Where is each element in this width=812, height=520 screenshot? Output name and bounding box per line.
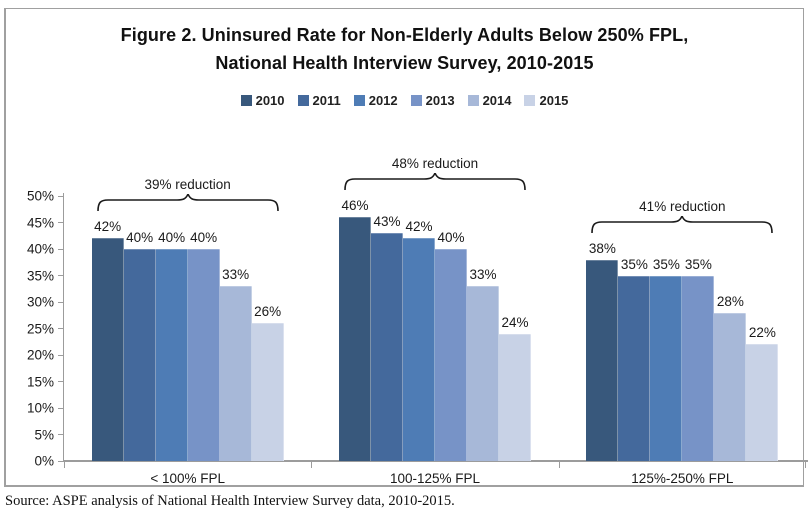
legend-swatch-2013 bbox=[410, 95, 422, 106]
y-axis-tick bbox=[58, 328, 63, 329]
bar-2011-cat2 bbox=[618, 275, 651, 461]
y-axis-tick bbox=[58, 248, 63, 250]
legend-label: 2013 bbox=[425, 93, 455, 108]
bar-2013-cat1 bbox=[435, 249, 467, 461]
chart-legend: 2010 2011 2012 2013 2014 2015 bbox=[6, 93, 803, 108]
bar-value-label: 22% bbox=[748, 325, 776, 341]
bar-2015-cat0 bbox=[251, 323, 284, 461]
reduction-label: 48% reduction bbox=[391, 156, 479, 172]
chart-title: Figure 2. Uninsured Rate for Non-Elderly… bbox=[6, 21, 803, 77]
source-note: Source: ASPE analysis of National Health… bbox=[5, 493, 455, 509]
reduction-brace bbox=[344, 173, 526, 191]
x-axis-category-label: < 100% FPL bbox=[150, 471, 225, 486]
bar-2014-cat2 bbox=[714, 312, 747, 461]
x-axis-line bbox=[63, 460, 808, 462]
bar-2010-cat2 bbox=[586, 259, 619, 461]
legend-label: 2015 bbox=[539, 93, 569, 108]
y-axis-line bbox=[63, 193, 64, 461]
bar-value-label: 35% bbox=[684, 256, 712, 272]
legend-item-2013: 2013 bbox=[410, 93, 455, 108]
bar-2014-cat0 bbox=[219, 286, 252, 461]
x-axis-category-label: 125%-250% FPL bbox=[631, 471, 734, 486]
reduction-label: 39% reduction bbox=[144, 177, 231, 193]
y-axis-tick bbox=[58, 434, 63, 435]
bar-value-label: 40% bbox=[437, 230, 465, 245]
legend-item-2011: 2011 bbox=[297, 93, 341, 108]
legend-swatch-2015 bbox=[524, 95, 536, 106]
y-axis-tick bbox=[58, 381, 63, 382]
bar-value-label: 40% bbox=[158, 230, 186, 245]
bar-value-label: 28% bbox=[716, 293, 744, 309]
legend-label: 2012 bbox=[368, 93, 398, 108]
y-axis-label: 0% bbox=[34, 453, 54, 469]
bar-2012-cat2 bbox=[650, 275, 683, 461]
y-axis-label: 20% bbox=[26, 347, 54, 363]
bar-2011-cat1 bbox=[371, 233, 403, 461]
x-axis-tick bbox=[311, 462, 313, 468]
y-axis-label: 15% bbox=[26, 374, 54, 389]
x-axis-category-label: 100-125% FPL bbox=[389, 471, 481, 486]
bar-2015-cat1 bbox=[499, 333, 531, 461]
bar-2010-cat1 bbox=[339, 217, 371, 461]
legend-label: 2014 bbox=[482, 93, 512, 108]
bar-value-label: 46% bbox=[341, 198, 369, 214]
bar-value-label: 35% bbox=[652, 256, 680, 272]
bar-value-label: 38% bbox=[588, 240, 616, 256]
y-axis-label: 30% bbox=[26, 294, 54, 310]
legend-swatch-2014 bbox=[467, 95, 479, 106]
reduction-brace bbox=[591, 215, 774, 233]
bar-value-label: 24% bbox=[501, 314, 529, 330]
legend-item-2010: 2010 bbox=[240, 93, 285, 108]
legend-label: 2010 bbox=[255, 93, 285, 108]
bar-2013-cat0 bbox=[187, 249, 220, 461]
bar-value-label: 33% bbox=[469, 267, 497, 283]
bar-value-label: 42% bbox=[94, 219, 122, 235]
reduction-brace bbox=[96, 194, 279, 212]
legend-item-2015: 2015 bbox=[524, 93, 568, 108]
bar-value-label: 33% bbox=[222, 267, 250, 283]
plot-area: 0% 5% 10% 15% 20% 25% 30% 35% 40% 45% 50% 42% 40% 40%… bbox=[27, 156, 808, 486]
bar-2012-cat0 bbox=[155, 249, 188, 461]
y-axis-label: 40% bbox=[26, 241, 54, 257]
x-axis-tick bbox=[558, 462, 560, 468]
legend-item-2012: 2012 bbox=[353, 93, 398, 108]
chart-title-line1: Figure 2. Uninsured Rate for Non-Elderly… bbox=[120, 25, 689, 45]
y-axis-label: 50% bbox=[26, 188, 54, 204]
chart-title-line2: National Health Interview Survey, 2010-2… bbox=[215, 53, 594, 73]
y-axis-tick bbox=[58, 354, 63, 356]
bar-value-label: 40% bbox=[190, 230, 218, 245]
y-axis-tick bbox=[58, 407, 63, 409]
bar-2014-cat1 bbox=[467, 286, 499, 461]
bar-value-label: 42% bbox=[405, 219, 433, 235]
legend-swatch-2012 bbox=[353, 95, 365, 106]
reduction-label: 41% reduction bbox=[639, 198, 726, 214]
y-axis-label: 35% bbox=[26, 268, 54, 283]
bar-2012-cat1 bbox=[403, 238, 435, 461]
legend-swatch-2010 bbox=[240, 95, 252, 106]
bar-2011-cat0 bbox=[123, 249, 156, 461]
y-axis-label: 45% bbox=[26, 215, 54, 230]
y-axis-tick bbox=[58, 460, 63, 462]
bar-value-label: 43% bbox=[373, 214, 401, 230]
legend-swatch-2011 bbox=[297, 95, 309, 106]
y-axis-label: 25% bbox=[26, 321, 54, 336]
x-axis-tick bbox=[805, 462, 806, 468]
bar-2015-cat2 bbox=[746, 344, 779, 461]
y-axis-label: 10% bbox=[26, 400, 54, 416]
x-axis-tick bbox=[64, 462, 65, 468]
bar-value-label: 35% bbox=[620, 256, 648, 272]
bar-2010-cat0 bbox=[91, 238, 124, 461]
y-axis-tick bbox=[58, 195, 63, 197]
y-axis-tick bbox=[58, 222, 63, 223]
bar-value-label: 26% bbox=[254, 304, 282, 320]
y-axis-tick bbox=[58, 275, 63, 276]
legend-label: 2011 bbox=[312, 93, 341, 108]
y-axis-tick bbox=[58, 301, 63, 303]
bar-value-label: 40% bbox=[126, 230, 154, 245]
chart-figure: Figure 2. Uninsured Rate for Non-Elderly… bbox=[4, 8, 808, 487]
y-axis-label: 5% bbox=[34, 427, 54, 442]
bar-2013-cat2 bbox=[682, 275, 715, 461]
legend-item-2014: 2014 bbox=[467, 93, 512, 108]
